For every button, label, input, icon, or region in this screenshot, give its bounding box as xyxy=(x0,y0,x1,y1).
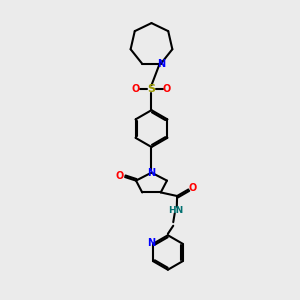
Text: N: N xyxy=(157,59,165,69)
Text: O: O xyxy=(188,183,197,193)
Text: HN: HN xyxy=(168,206,183,215)
Text: N: N xyxy=(147,168,155,178)
Text: O: O xyxy=(163,84,171,94)
Text: O: O xyxy=(132,84,140,94)
Text: S: S xyxy=(148,84,155,94)
Text: N: N xyxy=(147,238,155,248)
Text: O: O xyxy=(116,172,124,182)
